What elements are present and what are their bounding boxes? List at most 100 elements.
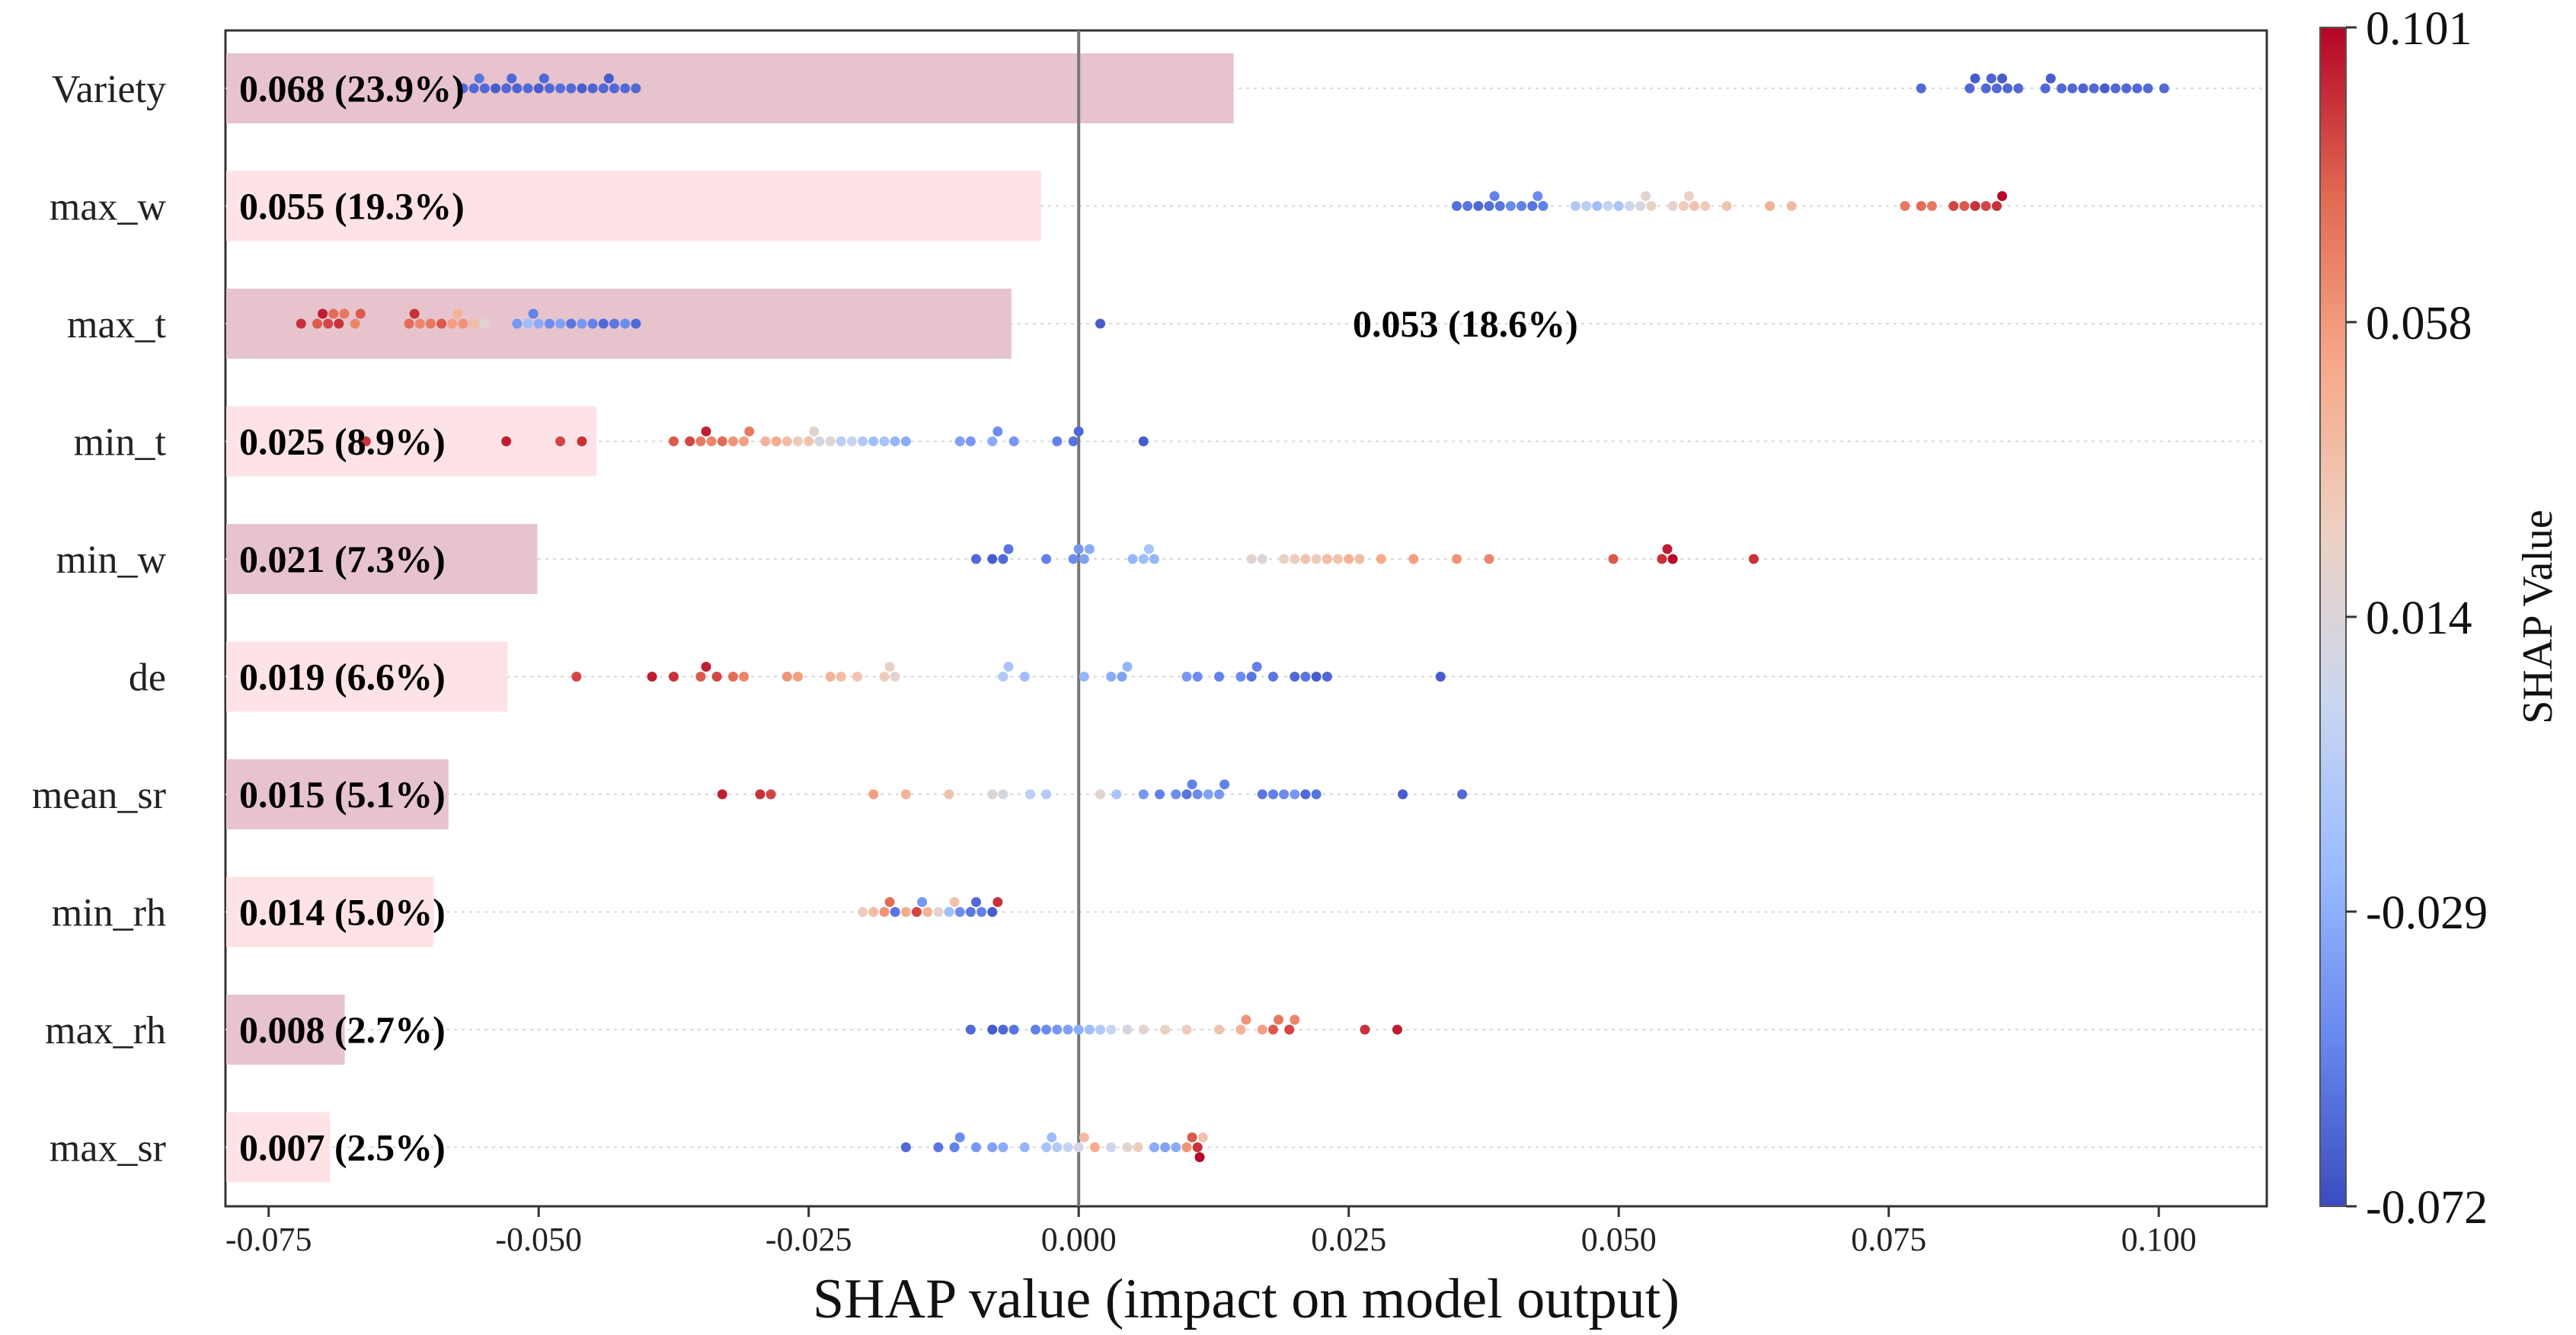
shap-point <box>868 907 879 917</box>
shap-point <box>998 1024 1008 1035</box>
shap-point <box>571 672 582 682</box>
shap-point <box>739 436 749 446</box>
shap-point <box>1786 201 1797 211</box>
shap-point <box>781 436 792 446</box>
shap-point <box>1084 544 1095 554</box>
shap-point <box>577 83 587 94</box>
shap-point <box>836 672 846 682</box>
shap-point <box>1646 201 1657 211</box>
shap-point <box>1008 436 1019 446</box>
shap-point <box>1300 554 1311 564</box>
shap-point <box>1473 201 1484 211</box>
shap-point <box>668 436 679 446</box>
shap-point <box>879 907 890 917</box>
bar-value-label: 0.053 (18.6%) <box>1353 302 1578 345</box>
shap-point <box>846 436 857 446</box>
shap-point <box>598 318 609 329</box>
shap-point <box>1122 1142 1133 1152</box>
shap-point <box>1192 672 1203 682</box>
shap-point <box>1073 1024 1084 1035</box>
shap-point <box>717 436 727 446</box>
x-tick-label: 0.075 <box>1851 1221 1926 1258</box>
shap-point <box>1041 1024 1052 1035</box>
shap-point <box>1063 1024 1073 1035</box>
shap-point <box>1106 672 1117 682</box>
shap-point <box>533 83 544 94</box>
shap-point <box>1667 201 1678 211</box>
shap-point <box>1138 1024 1149 1035</box>
shap-point <box>1279 554 1290 564</box>
shap-point <box>512 83 523 94</box>
shap-point <box>1192 789 1203 800</box>
shap-point <box>2013 83 2024 94</box>
shap-point <box>933 907 944 917</box>
shap-point <box>1484 201 1494 211</box>
shap-point <box>717 789 727 800</box>
shap-point <box>1462 201 1473 211</box>
shap-point <box>1155 789 1165 800</box>
shap-point <box>501 83 512 94</box>
shap-point <box>609 83 619 94</box>
shap-point <box>976 907 987 917</box>
feature-label: max_sr <box>50 1127 166 1171</box>
shap-point <box>1251 662 1262 672</box>
shap-point <box>685 436 695 446</box>
shap-point <box>1192 1142 1203 1152</box>
shap-point <box>1003 544 1014 554</box>
importance-bar <box>226 995 345 1065</box>
shap-point <box>603 73 614 84</box>
shap-point <box>987 1024 998 1035</box>
shap-point <box>793 436 804 446</box>
shap-point <box>727 436 738 446</box>
shap-point <box>2002 83 2013 94</box>
shap-point <box>1241 1014 1251 1025</box>
shap-point <box>1203 789 1213 800</box>
shap-point <box>2057 83 2067 94</box>
shap-point <box>1689 201 1699 211</box>
feature-labels: Variety max_w max_t min_t min_wde mean_sr min_… <box>32 68 167 1171</box>
shap-point <box>1073 1142 1084 1152</box>
x-tick-label: -0.025 <box>765 1221 852 1258</box>
importance-bar <box>226 171 1041 241</box>
shap-point <box>900 789 911 800</box>
shap-point <box>1408 554 1419 564</box>
shap-point <box>1019 672 1030 682</box>
shap-point <box>1300 789 1311 800</box>
shap-point <box>1948 201 1959 211</box>
shap-point <box>1284 1024 1295 1035</box>
shap-point <box>2121 83 2132 94</box>
x-tick-label: 0.050 <box>1581 1221 1657 1258</box>
shap-point <box>1138 789 1149 800</box>
shap-point <box>1457 789 1468 800</box>
shap-point <box>350 318 360 329</box>
shap-point <box>1267 1024 1278 1035</box>
shap-point <box>1452 554 1462 564</box>
shap-point <box>1662 544 1673 554</box>
shap-point <box>695 672 706 682</box>
shap-point <box>814 436 825 446</box>
shap-point <box>998 554 1008 564</box>
colorbar-ticks: 0.101 0.058 0.014 -0.029 -0.072 <box>2346 3 2488 1234</box>
shap-point <box>1494 201 1505 211</box>
shap-point <box>355 308 366 319</box>
shap-point <box>479 83 490 94</box>
shap-point <box>954 1132 965 1142</box>
shap-point <box>1980 201 1991 211</box>
shap-point <box>922 907 933 917</box>
shap-point <box>1079 554 1089 564</box>
shap-point <box>1997 73 2008 84</box>
shap-point <box>1916 83 1926 94</box>
shap-point <box>1489 191 1500 201</box>
shap-point <box>900 907 911 917</box>
shap-point <box>971 554 982 564</box>
shap-point <box>987 789 998 800</box>
colorbar <box>2319 27 2347 1207</box>
shap-point <box>1106 1024 1117 1035</box>
shap-point <box>1505 201 1516 211</box>
shap-point <box>1181 1142 1192 1152</box>
shap-point <box>1235 1024 1246 1035</box>
shap-point <box>890 436 900 446</box>
shap-point <box>1073 426 1084 436</box>
shap-point <box>425 318 436 329</box>
shap-point <box>954 436 965 446</box>
